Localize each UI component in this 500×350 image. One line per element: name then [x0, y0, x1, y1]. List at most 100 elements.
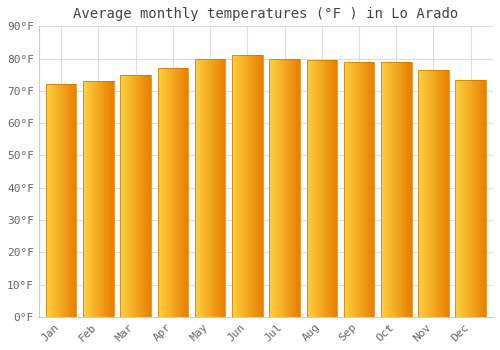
- Bar: [297, 58, 298, 317]
- Bar: [407, 62, 408, 317]
- Bar: [90, 81, 91, 317]
- Bar: [423, 70, 424, 317]
- Bar: [61, 84, 62, 317]
- Bar: [69, 84, 70, 317]
- Bar: [49, 84, 50, 317]
- Bar: [323, 60, 324, 317]
- Bar: [236, 55, 237, 317]
- Bar: [146, 75, 147, 317]
- Bar: [384, 62, 386, 317]
- Bar: [130, 75, 132, 317]
- Bar: [418, 70, 419, 317]
- Bar: [234, 55, 235, 317]
- Bar: [256, 55, 257, 317]
- Bar: [97, 81, 98, 317]
- Bar: [383, 62, 384, 317]
- Bar: [336, 60, 337, 317]
- Bar: [467, 79, 468, 317]
- Bar: [482, 79, 483, 317]
- Bar: [218, 58, 219, 317]
- Bar: [100, 81, 101, 317]
- Bar: [285, 58, 286, 317]
- Bar: [460, 79, 461, 317]
- Bar: [165, 68, 166, 317]
- Bar: [315, 60, 316, 317]
- Bar: [476, 79, 477, 317]
- Bar: [200, 58, 201, 317]
- Bar: [422, 70, 423, 317]
- Bar: [298, 58, 299, 317]
- Bar: [308, 60, 309, 317]
- Bar: [245, 55, 246, 317]
- Bar: [360, 62, 361, 317]
- Bar: [393, 62, 394, 317]
- Bar: [147, 75, 148, 317]
- Bar: [214, 58, 215, 317]
- Bar: [110, 81, 111, 317]
- Bar: [279, 58, 280, 317]
- Bar: [432, 70, 433, 317]
- Bar: [312, 60, 313, 317]
- Bar: [284, 58, 285, 317]
- Bar: [444, 70, 445, 317]
- Bar: [70, 84, 71, 317]
- Bar: [199, 58, 200, 317]
- Bar: [386, 62, 387, 317]
- Bar: [204, 58, 205, 317]
- Bar: [132, 75, 133, 317]
- Bar: [128, 75, 129, 317]
- Bar: [398, 62, 400, 317]
- Bar: [187, 68, 188, 317]
- Bar: [166, 68, 168, 317]
- Bar: [195, 58, 196, 317]
- Bar: [143, 75, 144, 317]
- Bar: [278, 58, 279, 317]
- Bar: [440, 70, 441, 317]
- Bar: [105, 81, 106, 317]
- Bar: [180, 68, 181, 317]
- Bar: [63, 84, 64, 317]
- Bar: [224, 58, 226, 317]
- Bar: [344, 62, 345, 317]
- Bar: [403, 62, 404, 317]
- Bar: [136, 75, 137, 317]
- Bar: [182, 68, 183, 317]
- Bar: [442, 70, 444, 317]
- Bar: [208, 58, 209, 317]
- Bar: [250, 55, 251, 317]
- Bar: [47, 84, 48, 317]
- Bar: [66, 84, 68, 317]
- Bar: [362, 62, 364, 317]
- Bar: [241, 55, 242, 317]
- Bar: [473, 79, 474, 317]
- Bar: [184, 68, 185, 317]
- Bar: [419, 70, 420, 317]
- Bar: [356, 62, 357, 317]
- Bar: [185, 68, 186, 317]
- Bar: [68, 84, 69, 317]
- Bar: [478, 79, 480, 317]
- Bar: [353, 62, 354, 317]
- Bar: [348, 62, 349, 317]
- Bar: [369, 62, 370, 317]
- Bar: [148, 75, 149, 317]
- Bar: [101, 81, 102, 317]
- Bar: [359, 62, 360, 317]
- Bar: [126, 75, 127, 317]
- Bar: [405, 62, 406, 317]
- Bar: [316, 60, 317, 317]
- Bar: [178, 68, 179, 317]
- Bar: [313, 60, 314, 317]
- Bar: [72, 84, 74, 317]
- Bar: [74, 84, 75, 317]
- Bar: [232, 55, 262, 317]
- Bar: [64, 84, 65, 317]
- Bar: [170, 68, 171, 317]
- Bar: [366, 62, 367, 317]
- Bar: [389, 62, 390, 317]
- Bar: [238, 55, 239, 317]
- Bar: [164, 68, 165, 317]
- Bar: [357, 62, 358, 317]
- Bar: [158, 68, 188, 317]
- Bar: [65, 84, 66, 317]
